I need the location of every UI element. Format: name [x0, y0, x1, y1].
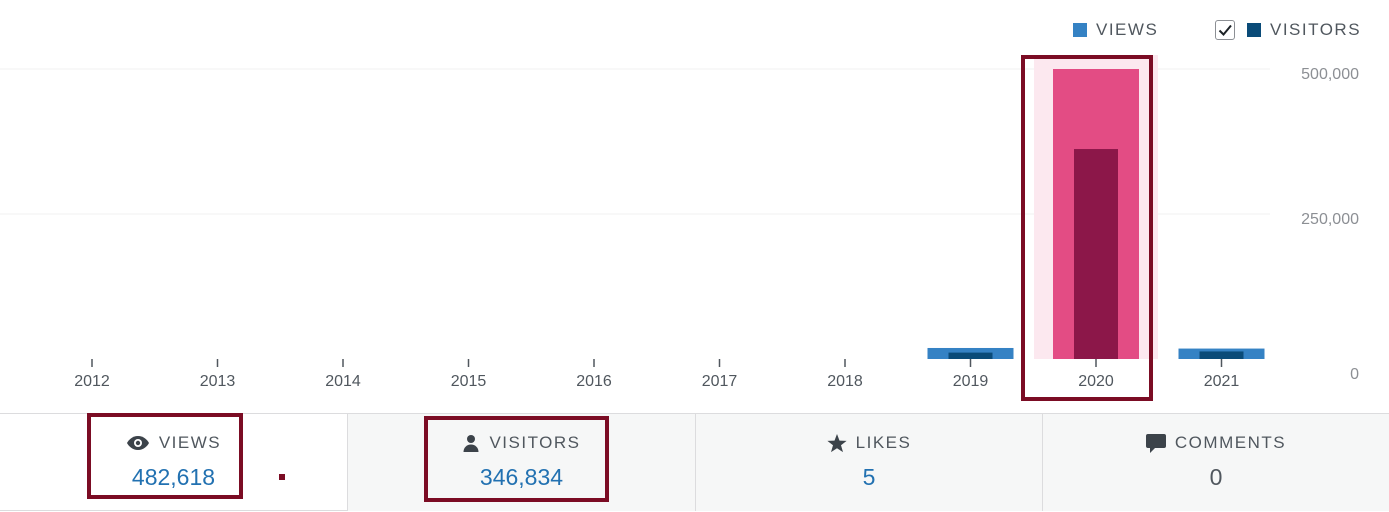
stat-likes-value: 5 [862, 464, 876, 490]
stat-likes-label: LIKES [855, 433, 912, 452]
visitors-checkbox[interactable] [1215, 20, 1235, 40]
stat-visitors-value: 346,834 [479, 464, 564, 490]
views-swatch [1073, 23, 1087, 37]
stat-comments-label: COMMENTS [1174, 433, 1287, 452]
x-tick-label: 2021 [1204, 373, 1240, 390]
stat-views-label: VIEWS [158, 433, 222, 452]
stat-comments-value: 0 [1209, 464, 1223, 490]
legend-views-label: VIEWS [1096, 20, 1159, 39]
stat-views-value: 482,618 [131, 464, 216, 490]
checkmark-icon [1218, 24, 1232, 36]
stats-summary: VIEWS 482,618 VISITORS 346,834 LIKES 5 C… [0, 413, 1389, 511]
y-tick-label: 500,000 [1301, 66, 1359, 83]
x-tick-label: 2012 [74, 373, 110, 390]
legend-visitors[interactable]: VISITORS [1215, 19, 1361, 41]
legend-visitors-label: VISITORS [1270, 20, 1362, 39]
star-icon [827, 433, 847, 453]
visitors-swatch [1247, 23, 1261, 37]
x-tick-label: 2019 [953, 373, 989, 390]
annotation-dot [279, 474, 285, 480]
x-tick-label: 2013 [200, 373, 236, 390]
visitors-bar-2021[interactable] [1199, 351, 1244, 359]
x-tick-label: 2018 [827, 373, 863, 390]
eye-icon [126, 435, 150, 451]
legend-views[interactable]: VIEWS [1073, 19, 1158, 41]
stat-visitors-label: VISITORS [489, 433, 581, 452]
x-tick-label: 2017 [702, 373, 738, 390]
x-tick-label: 2014 [325, 373, 361, 390]
visitors-bar-2019[interactable] [948, 352, 993, 359]
visitors-bar-2020[interactable] [1074, 149, 1118, 359]
comment-icon [1145, 433, 1166, 453]
y-tick-label: 250,000 [1301, 211, 1359, 228]
person-icon [462, 434, 480, 452]
bar-chart: 0 250,000 500,000 2012 2013 2014 2015 2016 2017 2… [0, 55, 1359, 390]
x-tick-label: 2015 [451, 373, 487, 390]
stat-comments[interactable]: COMMENTS 0 [1042, 414, 1389, 511]
y-tick-label: 0 [1350, 366, 1359, 383]
x-tick-label: 2016 [576, 373, 612, 390]
stat-visitors[interactable]: VISITORS 346,834 [347, 414, 695, 511]
stat-views[interactable]: VIEWS 482,618 [0, 414, 347, 511]
x-tick-label: 2020 [1078, 373, 1114, 390]
stat-likes[interactable]: LIKES 5 [695, 414, 1042, 511]
